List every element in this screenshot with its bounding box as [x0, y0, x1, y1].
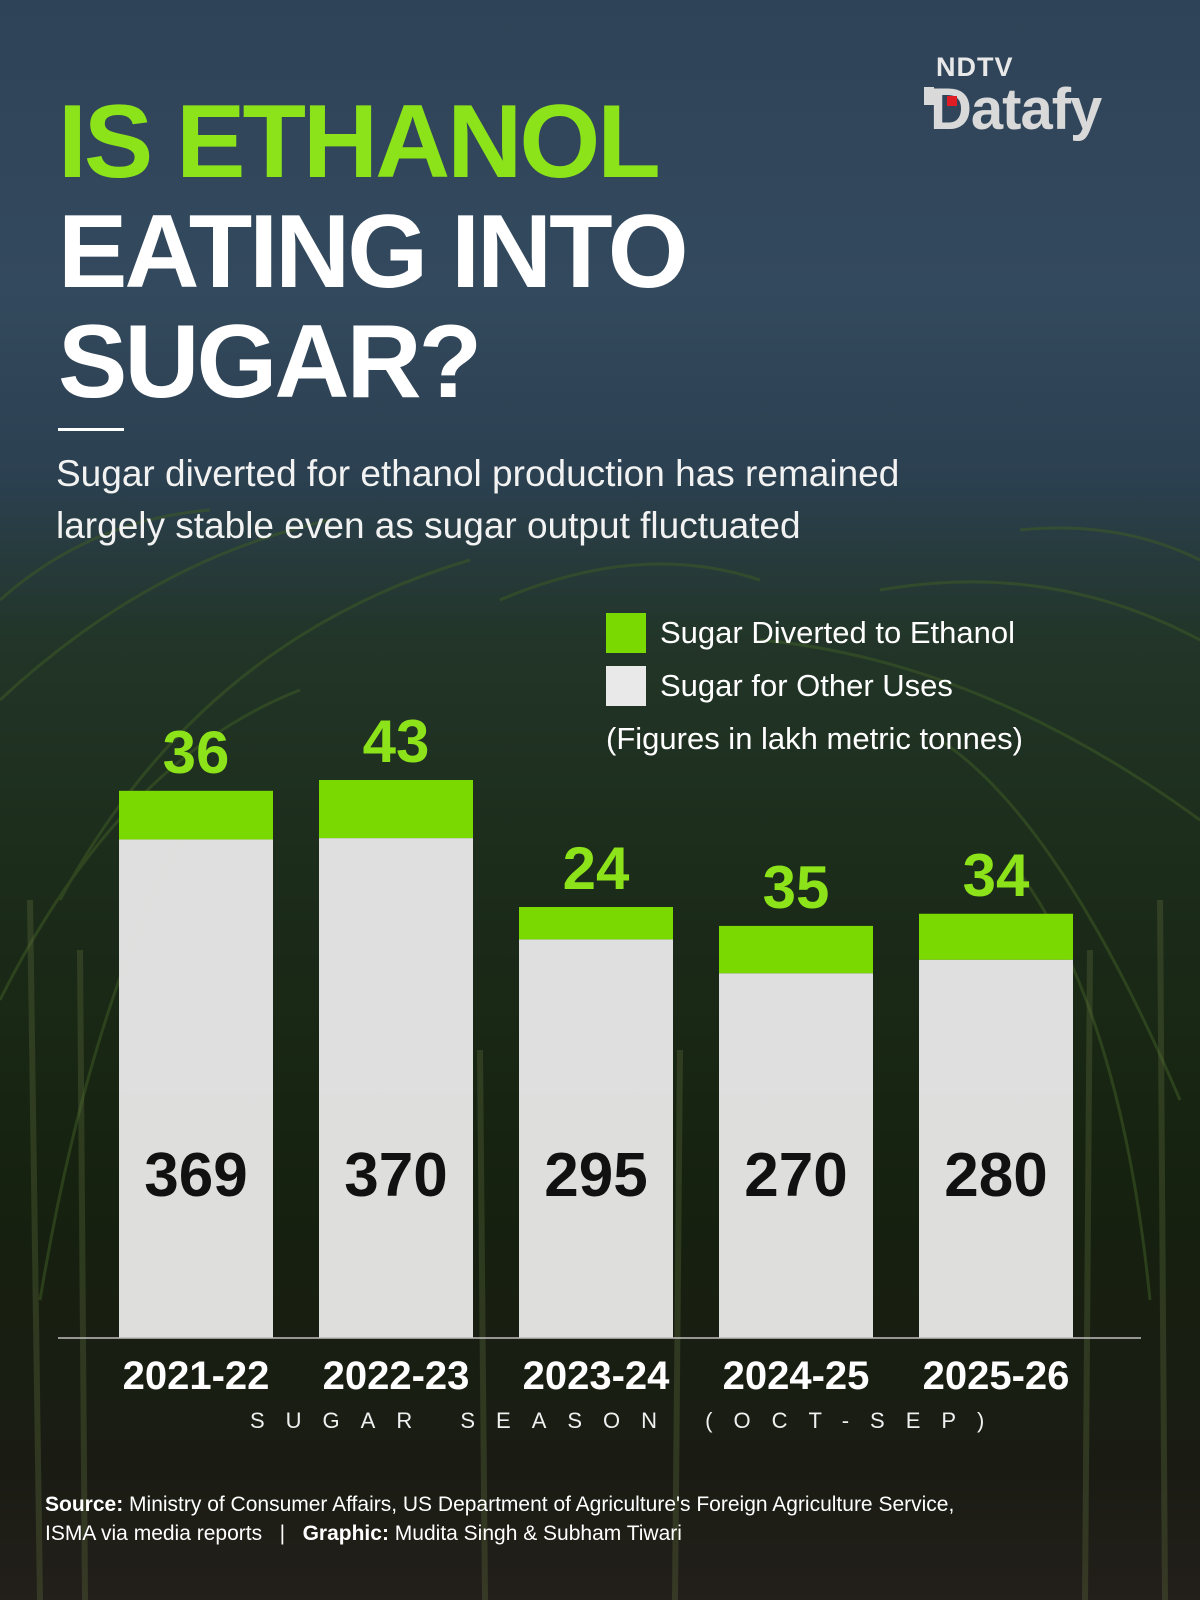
x-axis-title: SUGAR SEASON (OCT-SEP) [250, 1408, 1006, 1433]
data-label-ethanol-2023-24: 24 [563, 835, 630, 902]
data-label-other-uses-2022-23: 370 [344, 1141, 447, 1210]
data-label-ethanol-2021-22: 36 [163, 719, 230, 786]
legend-swatch-other-uses [606, 666, 646, 706]
headline-line-3: SUGAR? [58, 304, 482, 420]
footer-source-line: Source: Ministry of Consumer Affairs, US… [45, 1493, 954, 1517]
brand-plus-mark [924, 87, 934, 105]
legend-swatch-ethanol [606, 613, 646, 653]
legend-label-other-uses: Sugar for Other Uses [660, 668, 953, 703]
brand-main-text: Datafy [930, 77, 1102, 142]
source-label: Source: [45, 1493, 124, 1516]
bar-ethanol-2025-26 [919, 913, 1073, 960]
data-label-ethanol-2025-26: 34 [963, 842, 1030, 909]
footer-credit-line: ISMA via media reports | Graphic: Mudita… [45, 1522, 682, 1546]
legend-item-other-uses: Sugar for Other Uses [606, 665, 953, 707]
footer-separator: | [279, 1522, 286, 1545]
graphic-label: Graphic: [302, 1522, 389, 1545]
source-text: Ministry of Consumer Affairs, US Departm… [129, 1493, 955, 1516]
divider [58, 428, 124, 431]
bar-other-uses-2023-24 [519, 939, 673, 1338]
brand-red-dot [947, 96, 957, 106]
bar-other-uses-2025-26 [919, 959, 1073, 1338]
x-tick-label-2022-23: 2022-23 [323, 1354, 470, 1398]
x-tick-label-2024-25: 2024-25 [723, 1354, 870, 1398]
x-tick-label-2025-26: 2025-26 [923, 1354, 1070, 1398]
data-label-ethanol-2022-23: 43 [363, 708, 430, 775]
headline-line-2: EATING INTO [58, 194, 689, 310]
legend-label-ethanol: Sugar Diverted to Ethanol [660, 615, 1015, 650]
data-label-other-uses-2023-24: 295 [544, 1141, 647, 1210]
subtitle-line-1: Sugar diverted for ethanol production ha… [56, 453, 900, 494]
ndtv-datafy-logo: NDTV Datafy [924, 52, 1140, 142]
source-text-continued: ISMA via media reports [45, 1522, 263, 1545]
bar-other-uses-2024-25 [719, 973, 873, 1338]
graphic-credit: Mudita Singh & Subham Tiwari [394, 1522, 682, 1545]
units-note: (Figures in lakh metric tonnes) [606, 721, 1023, 756]
data-label-ethanol-2024-25: 35 [763, 854, 830, 921]
bar-other-uses-2022-23 [319, 838, 473, 1338]
bar-ethanol-2021-22 [119, 790, 273, 840]
headline-line-1: IS ETHANOL [58, 84, 661, 200]
data-label-other-uses-2021-22: 369 [144, 1141, 247, 1210]
bar-ethanol-2022-23 [319, 780, 473, 839]
bar-ethanol-2024-25 [719, 925, 873, 974]
x-tick-label-2021-22: 2021-22 [123, 1354, 270, 1398]
brand-top-text: NDTV [936, 52, 1014, 82]
x-tick-label-2023-24: 2023-24 [523, 1354, 671, 1398]
data-label-other-uses-2024-25: 270 [744, 1141, 847, 1210]
bar-other-uses-2021-22 [119, 839, 273, 1338]
subtitle-line-2: largely stable even as sugar output fluc… [56, 505, 801, 546]
data-label-other-uses-2025-26: 280 [944, 1141, 1047, 1210]
bar-ethanol-2023-24 [519, 907, 673, 940]
legend-item-ethanol: Sugar Diverted to Ethanol [606, 612, 1015, 654]
